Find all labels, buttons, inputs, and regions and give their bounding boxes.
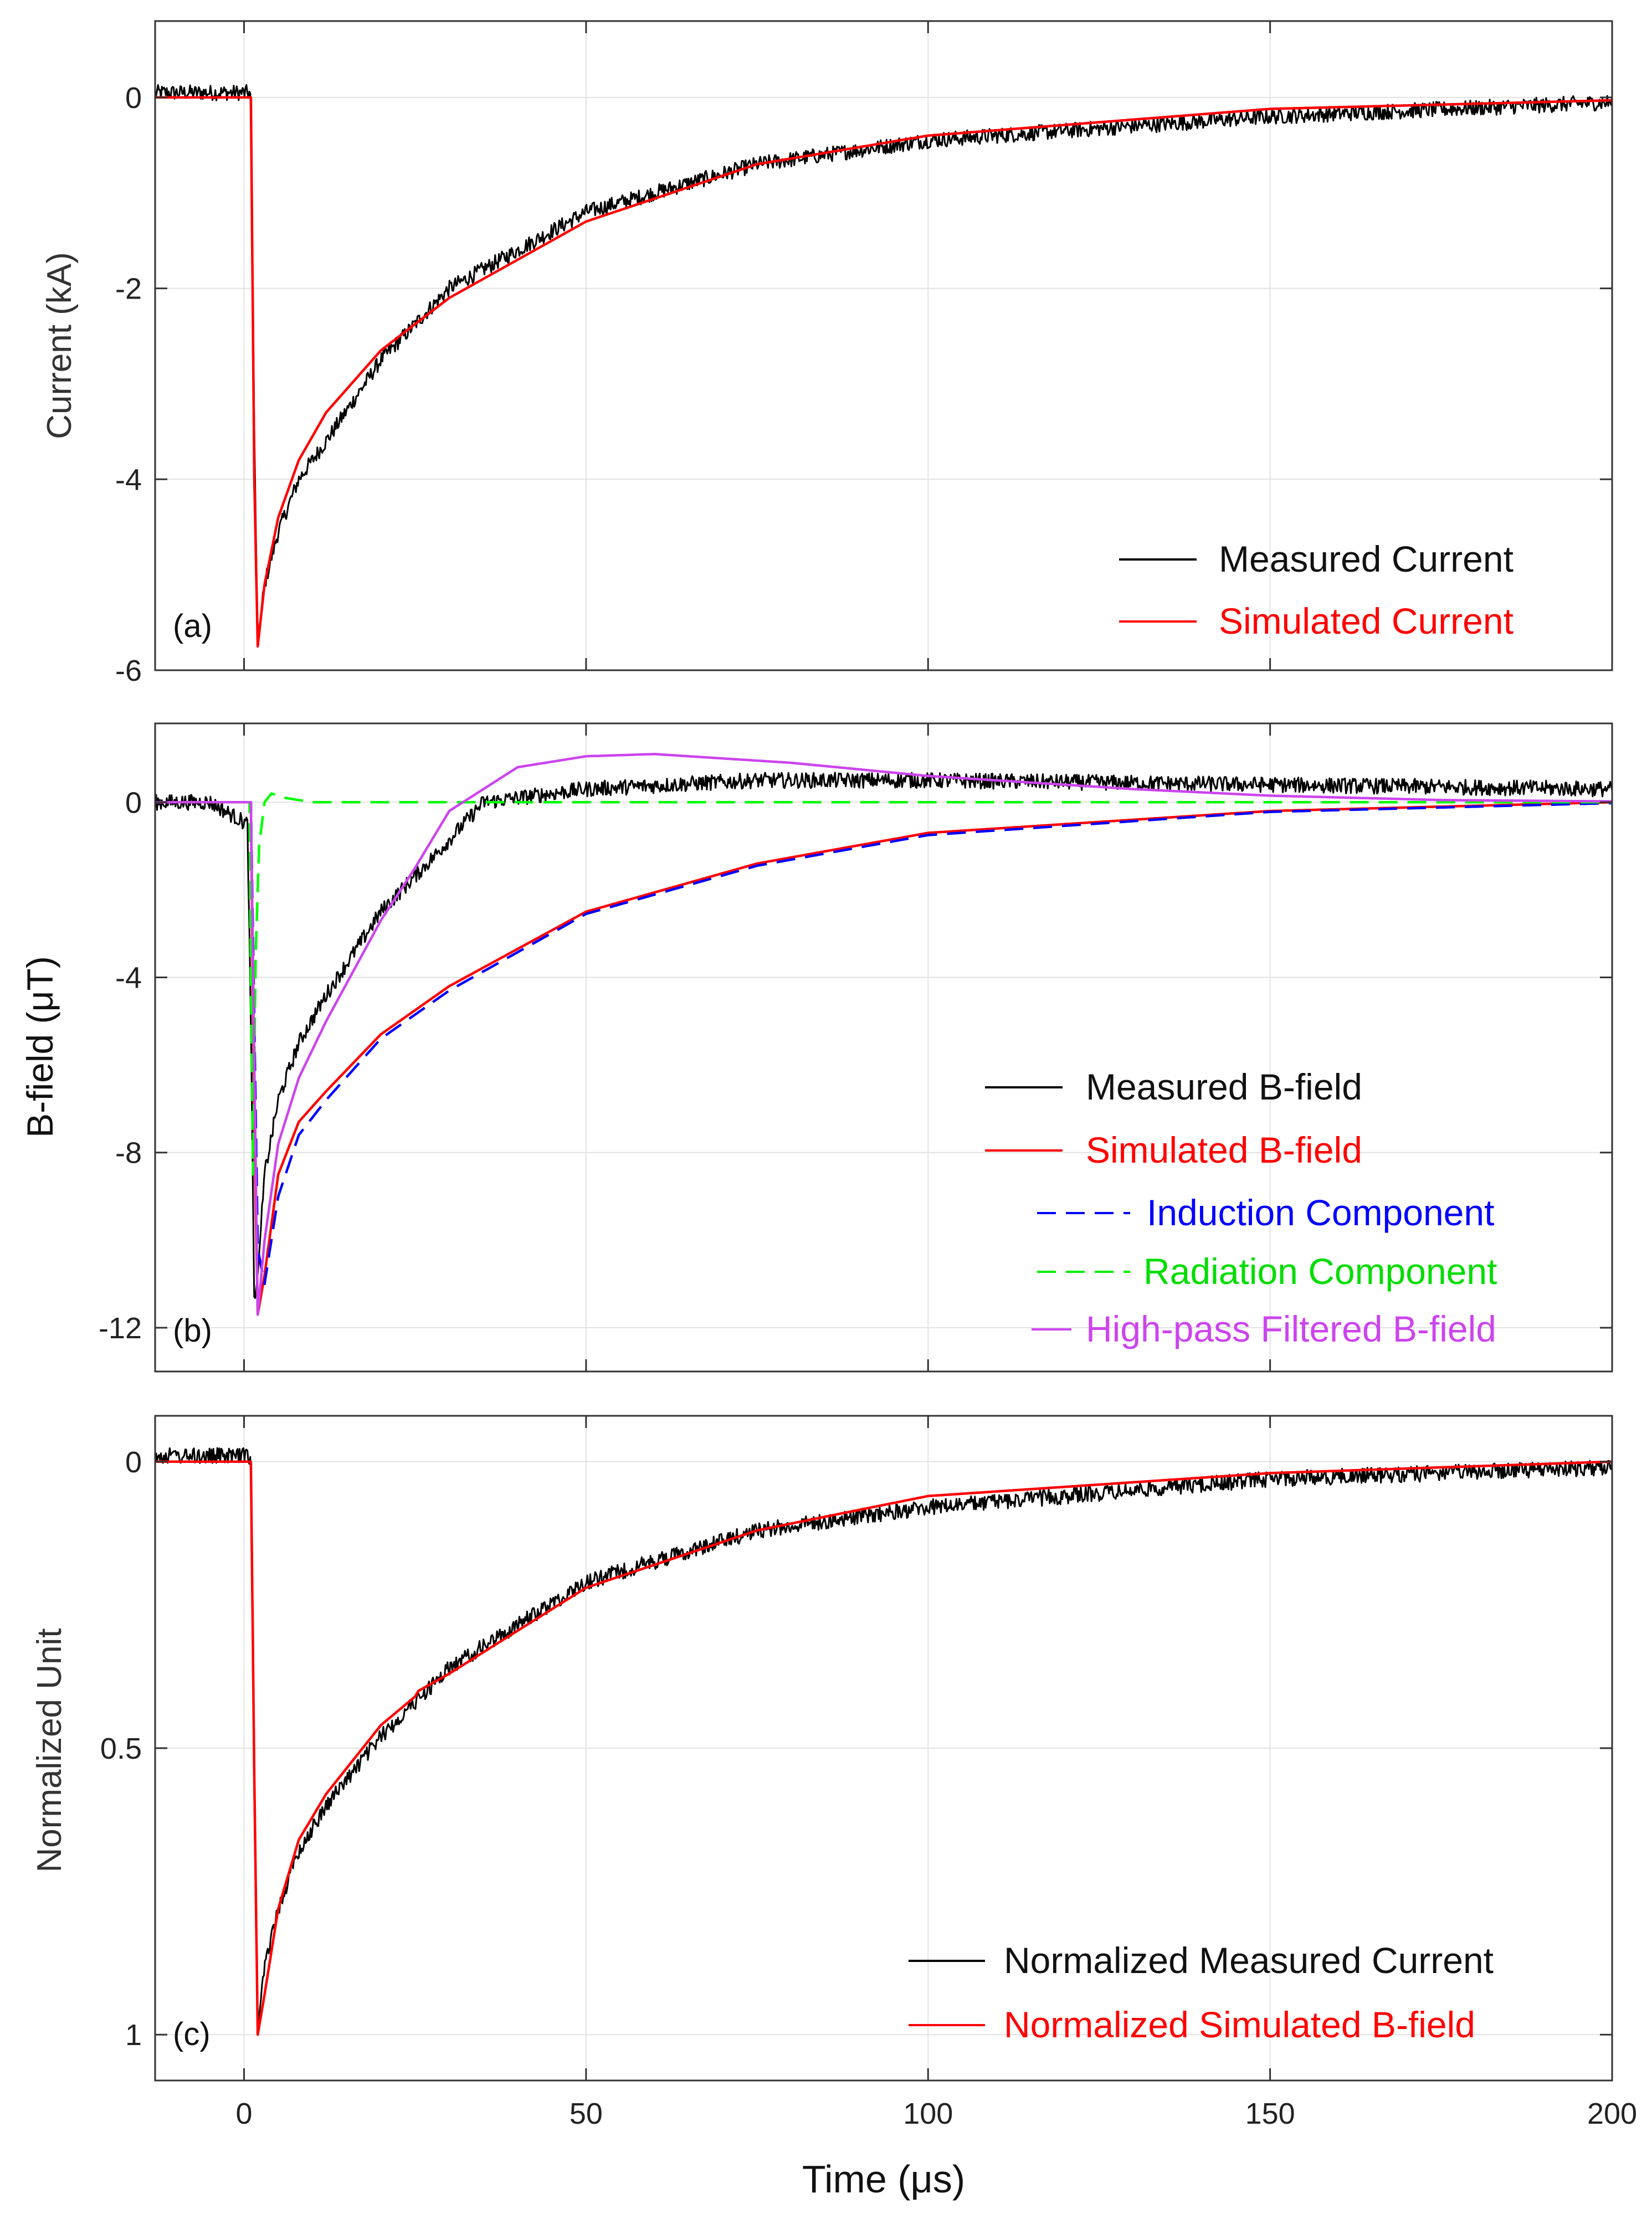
y-axis-label: B-field (μT) xyxy=(19,956,60,1138)
x-tick-label: 0 xyxy=(235,2097,252,2130)
legend-label-measured-current: Measured Current xyxy=(1219,538,1514,579)
y-axis-label: Current (kA) xyxy=(40,252,79,439)
legend-label-measured-b-field: Measured B-field xyxy=(1086,1066,1362,1107)
y-tick-label: -4 xyxy=(115,962,142,995)
y-tick-label: -8 xyxy=(115,1137,142,1170)
x-axis-label: Time (μs) xyxy=(802,2158,965,2201)
series-induction-component xyxy=(155,801,1612,1286)
series-radiation-component xyxy=(155,792,1612,1176)
y-tick-label: -2 xyxy=(115,273,142,306)
legend-label-normalized-simulated-b-field: Normalized Simulated B-field xyxy=(1004,2004,1475,2045)
series-normalized-measured-current xyxy=(155,1447,1612,2027)
legend-label-normalized-measured-current: Normalized Measured Current xyxy=(1004,1940,1494,1981)
panel-label: (b) xyxy=(173,1313,212,1349)
legend-label-induction-component: Induction Component xyxy=(1147,1192,1494,1233)
panel-label: (c) xyxy=(173,2016,211,2052)
x-tick-label: 200 xyxy=(1587,2097,1637,2130)
panel-c: 0 50 100 150 200 0 0.5 1 Normalized Unit (c) No… xyxy=(30,1415,1637,2201)
series-high-pass-filtered-b-field xyxy=(155,753,1612,1316)
series-measured-b-field xyxy=(155,772,1612,1299)
y-tick-label: 0.5 xyxy=(100,1732,142,1765)
x-tick-label: 150 xyxy=(1245,2097,1295,2130)
legend: Measured B-field Simulated B-field Induc… xyxy=(985,1066,1497,1349)
y-tick-label: 1 xyxy=(125,2018,142,2052)
legend-label-high-pass-filtered: High-pass Filtered B-field xyxy=(1086,1308,1496,1349)
panel-a: 0 -2 -4 -6 Current (kA) (a) Measured Curren… xyxy=(40,20,1613,687)
y-axis-label: Normalized Unit xyxy=(30,1628,69,1872)
legend-label-simulated-b-field: Simulated B-field xyxy=(1086,1129,1362,1170)
series-simulated-current xyxy=(155,96,1612,648)
y-tick-label: -6 xyxy=(115,654,142,687)
series-normalized-simulated-b-field xyxy=(155,1460,1612,2036)
y-tick-label: 0 xyxy=(125,81,142,115)
plot-frame xyxy=(154,722,1613,1373)
series-measured-current xyxy=(155,84,1612,640)
legend-label-radiation-component: Radiation Component xyxy=(1143,1251,1497,1292)
legend: Normalized Measured Current Normalized S… xyxy=(909,1940,1494,2045)
y-tick-label: -4 xyxy=(115,463,142,496)
y-tick-label: 0 xyxy=(125,786,142,819)
y-tick-label: 0 xyxy=(125,1446,142,1479)
y-tick-label: -12 xyxy=(99,1312,142,1345)
plot-frame xyxy=(154,20,1613,671)
panel-label: (a) xyxy=(173,608,212,644)
legend-label-simulated-current: Simulated Current xyxy=(1219,600,1514,641)
x-tick-label: 50 xyxy=(570,2097,603,2130)
panel-b: 0 -4 -8 -12 B-field (μT) (b) Measured B-fie… xyxy=(19,722,1613,1373)
legend: Measured Current Simulated Current xyxy=(1119,538,1514,641)
x-tick-label: 100 xyxy=(903,2097,953,2130)
